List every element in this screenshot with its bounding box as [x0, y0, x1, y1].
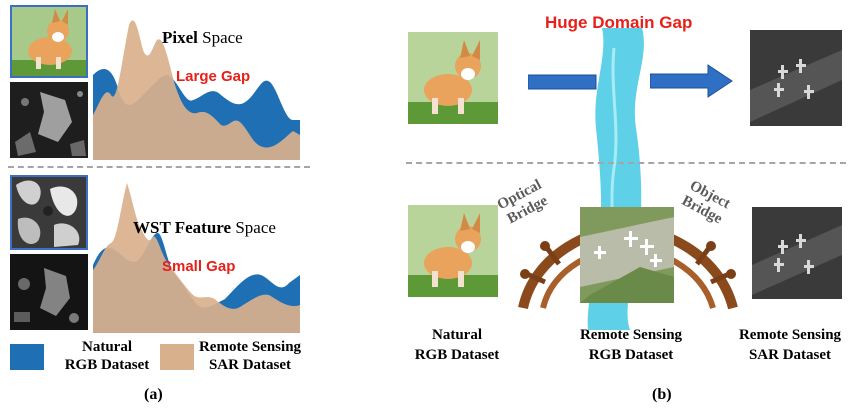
natural-corgi-image-top [408, 32, 498, 124]
caption-a: (a) [144, 386, 163, 403]
pixel-space-distribution-chart [93, 20, 300, 160]
panel-b-divider [406, 162, 846, 164]
legend-swatch-natural [10, 344, 44, 370]
dataset-label-remote-sensing-sar: Remote Sensing SAR Dataset [738, 327, 842, 363]
dataset-label-remote-sensing-rgb: Remote Sensing RGB Dataset [579, 327, 683, 363]
arrow-right-icon [650, 64, 733, 98]
huge-domain-gap-label: Huge Domain Gap [545, 13, 693, 32]
legend-label-sar: Remote Sensing SAR Dataset [198, 339, 302, 373]
arrow-left-segment [528, 74, 597, 90]
pixel-space-title: Pixel Space [162, 28, 243, 47]
large-gap-label: Large Gap [176, 68, 251, 85]
caption-b: (b) [652, 386, 672, 403]
wst-feature-thumbnail [10, 175, 88, 250]
sar-image-bottom [752, 207, 842, 299]
panel-a-divider [8, 166, 310, 168]
natural-corgi-image-bottom [408, 205, 498, 297]
sar-distribution-bottom [93, 183, 300, 333]
legend-swatch-sar [160, 344, 194, 370]
wst-feature-distribution-chart [93, 183, 300, 333]
dataset-label-natural-rgb: Natural RGB Dataset [414, 327, 500, 363]
corgi-thumbnail-top [10, 5, 88, 78]
small-gap-label: Small Gap [162, 258, 236, 275]
wst-sar-thumbnail [10, 254, 88, 330]
wst-feature-space-title: WST Feature Space [133, 218, 276, 237]
remote-sensing-rgb-image [580, 207, 674, 303]
legend-label-natural: Natural RGB Dataset [64, 339, 150, 373]
sar-distribution-top [93, 20, 300, 160]
sar-thumbnail-top [10, 82, 88, 158]
sar-image-top [750, 30, 842, 126]
